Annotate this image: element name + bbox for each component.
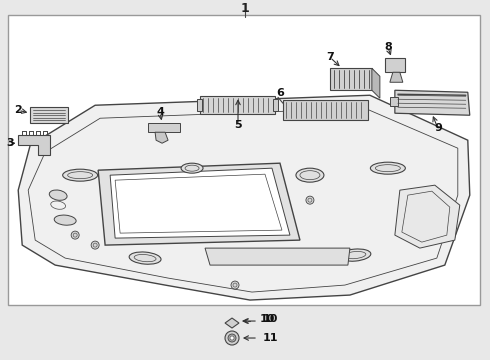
Text: 2: 2 [14,105,22,115]
Text: 11: 11 [263,333,278,343]
Text: 7: 7 [326,52,334,62]
Text: 10: 10 [263,314,278,324]
Text: 3: 3 [6,138,14,148]
Polygon shape [390,72,403,82]
Ellipse shape [339,249,371,261]
Text: 1: 1 [241,2,249,15]
Circle shape [230,336,234,340]
FancyBboxPatch shape [8,15,480,305]
Ellipse shape [63,169,98,181]
Text: 5: 5 [234,120,242,130]
Polygon shape [18,135,50,155]
Polygon shape [98,163,300,245]
Text: 6: 6 [276,88,284,98]
Polygon shape [395,90,470,115]
Ellipse shape [296,168,324,182]
Ellipse shape [181,163,203,173]
Polygon shape [330,68,372,90]
Polygon shape [110,168,290,238]
Ellipse shape [370,162,405,174]
Ellipse shape [49,190,67,200]
Bar [197,99,202,111]
Circle shape [225,331,239,345]
Polygon shape [395,185,460,248]
Ellipse shape [54,215,76,225]
Polygon shape [205,248,350,265]
Text: 10: 10 [260,314,275,324]
Circle shape [91,241,99,249]
Text: 4: 4 [156,107,164,117]
Circle shape [306,196,314,204]
Polygon shape [372,68,380,98]
Bar [385,58,405,72]
Polygon shape [155,132,168,143]
Polygon shape [30,107,68,123]
Bar [200,96,275,114]
Polygon shape [225,318,239,328]
Text: 9: 9 [434,123,442,133]
Bar [273,99,278,111]
Polygon shape [390,97,398,106]
Circle shape [231,281,239,289]
Text: 8: 8 [384,42,392,52]
Polygon shape [148,123,180,132]
Polygon shape [18,95,470,300]
Circle shape [228,334,236,342]
Ellipse shape [129,252,161,264]
Circle shape [71,231,79,239]
Bar [283,100,368,120]
